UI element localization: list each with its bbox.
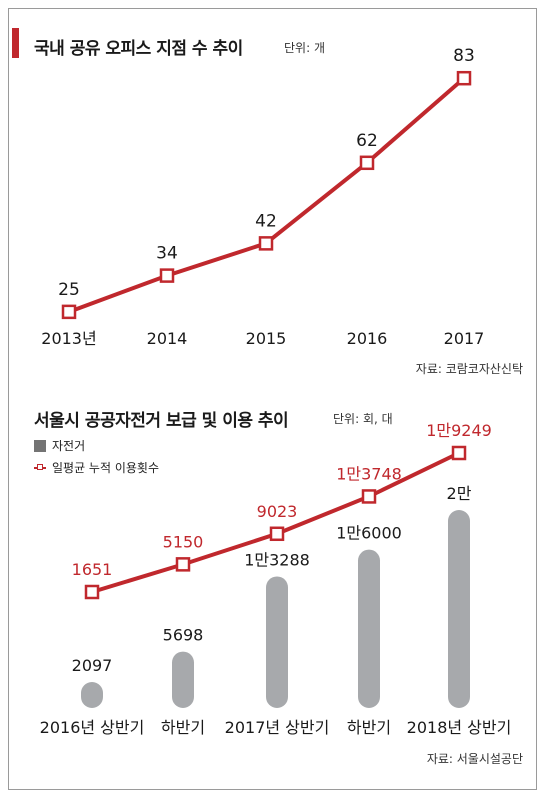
bottom-bar bbox=[172, 651, 194, 708]
bottom-bar bbox=[81, 682, 103, 708]
top-x-tick-label: 2015 bbox=[246, 329, 287, 348]
bottom-bar-label: 2만 bbox=[447, 484, 472, 503]
title-accent-bar bbox=[12, 28, 19, 58]
top-x-tick-label: 2017 bbox=[444, 329, 485, 348]
bottom-point-label: 1651 bbox=[72, 560, 113, 579]
bottom-point-marker bbox=[84, 584, 100, 600]
top-x-tick-label: 2014 bbox=[147, 329, 188, 348]
bottom-x-tick-label: 2017년 상반기 bbox=[225, 718, 330, 737]
top-point-marker bbox=[359, 155, 375, 171]
bottom-bar-label: 2097 bbox=[72, 656, 113, 675]
bottom-bar bbox=[266, 576, 288, 708]
top-point-label: 83 bbox=[453, 46, 475, 66]
top-point-marker bbox=[61, 304, 77, 320]
bottom-point-marker bbox=[451, 445, 467, 461]
bottom-x-tick-label: 하반기 bbox=[347, 718, 391, 737]
top-chart-source: 자료: 코람코자산신탁 bbox=[415, 362, 523, 376]
top-x-tick-label: 2013년 bbox=[41, 329, 96, 348]
bottom-point-marker bbox=[269, 526, 285, 542]
legend-bar-swatch bbox=[34, 439, 46, 452]
legend-line-label: 일평균 누적 이용횟수 bbox=[52, 461, 159, 475]
bottom-bar-label: 5698 bbox=[163, 626, 204, 645]
bottom-point-label: 1만9249 bbox=[426, 421, 492, 440]
top-point-label: 62 bbox=[356, 131, 378, 151]
bottom-x-tick-label: 하반기 bbox=[161, 718, 205, 737]
top-point-marker bbox=[258, 236, 274, 251]
bottom-bar-label: 1만3288 bbox=[244, 550, 310, 569]
top-chart-unit: 단위: 개 bbox=[284, 41, 325, 55]
top-point-marker bbox=[159, 268, 175, 283]
bottom-point-label: 1만3748 bbox=[336, 464, 402, 483]
legend-bar-entry: 자전거 bbox=[34, 437, 85, 454]
legend-line-swatch bbox=[34, 463, 46, 473]
bottom-chart-unit: 단위: 회, 대 bbox=[333, 412, 393, 426]
bottom-point-label: 9023 bbox=[257, 502, 298, 521]
top-line-chart: 25 2013년 34 2014 42 2015 62 2016 83 2017 bbox=[41, 46, 485, 348]
bottom-bar-label: 1만6000 bbox=[336, 524, 402, 543]
top-chart-title: 국내 공유 오피스 지점 수 추이 bbox=[34, 39, 243, 59]
bottom-point-marker bbox=[361, 489, 377, 504]
top-point-label: 34 bbox=[156, 244, 178, 264]
top-point-label: 42 bbox=[255, 211, 277, 231]
legend-line-entry: 일평균 누적 이용횟수 bbox=[34, 459, 159, 476]
bottom-point-marker bbox=[175, 557, 191, 572]
top-point-marker bbox=[456, 70, 472, 86]
bottom-chart-source: 자료: 서울시설공단 bbox=[426, 752, 523, 766]
bottom-bar bbox=[358, 549, 380, 708]
top-x-tick-label: 2016 bbox=[347, 329, 388, 348]
bottom-bar bbox=[448, 510, 470, 708]
bottom-x-tick-label: 2016년 상반기 bbox=[40, 718, 145, 737]
bottom-series-line bbox=[91, 451, 460, 594]
bottom-chart-title: 서울시 공공자전거 보급 및 이용 추이 bbox=[34, 411, 289, 431]
bottom-x-tick-label: 2018년 상반기 bbox=[407, 718, 512, 737]
top-point-label: 25 bbox=[58, 280, 80, 300]
bottom-point-label: 5150 bbox=[163, 532, 204, 551]
legend-bar-label: 자전거 bbox=[52, 439, 86, 453]
